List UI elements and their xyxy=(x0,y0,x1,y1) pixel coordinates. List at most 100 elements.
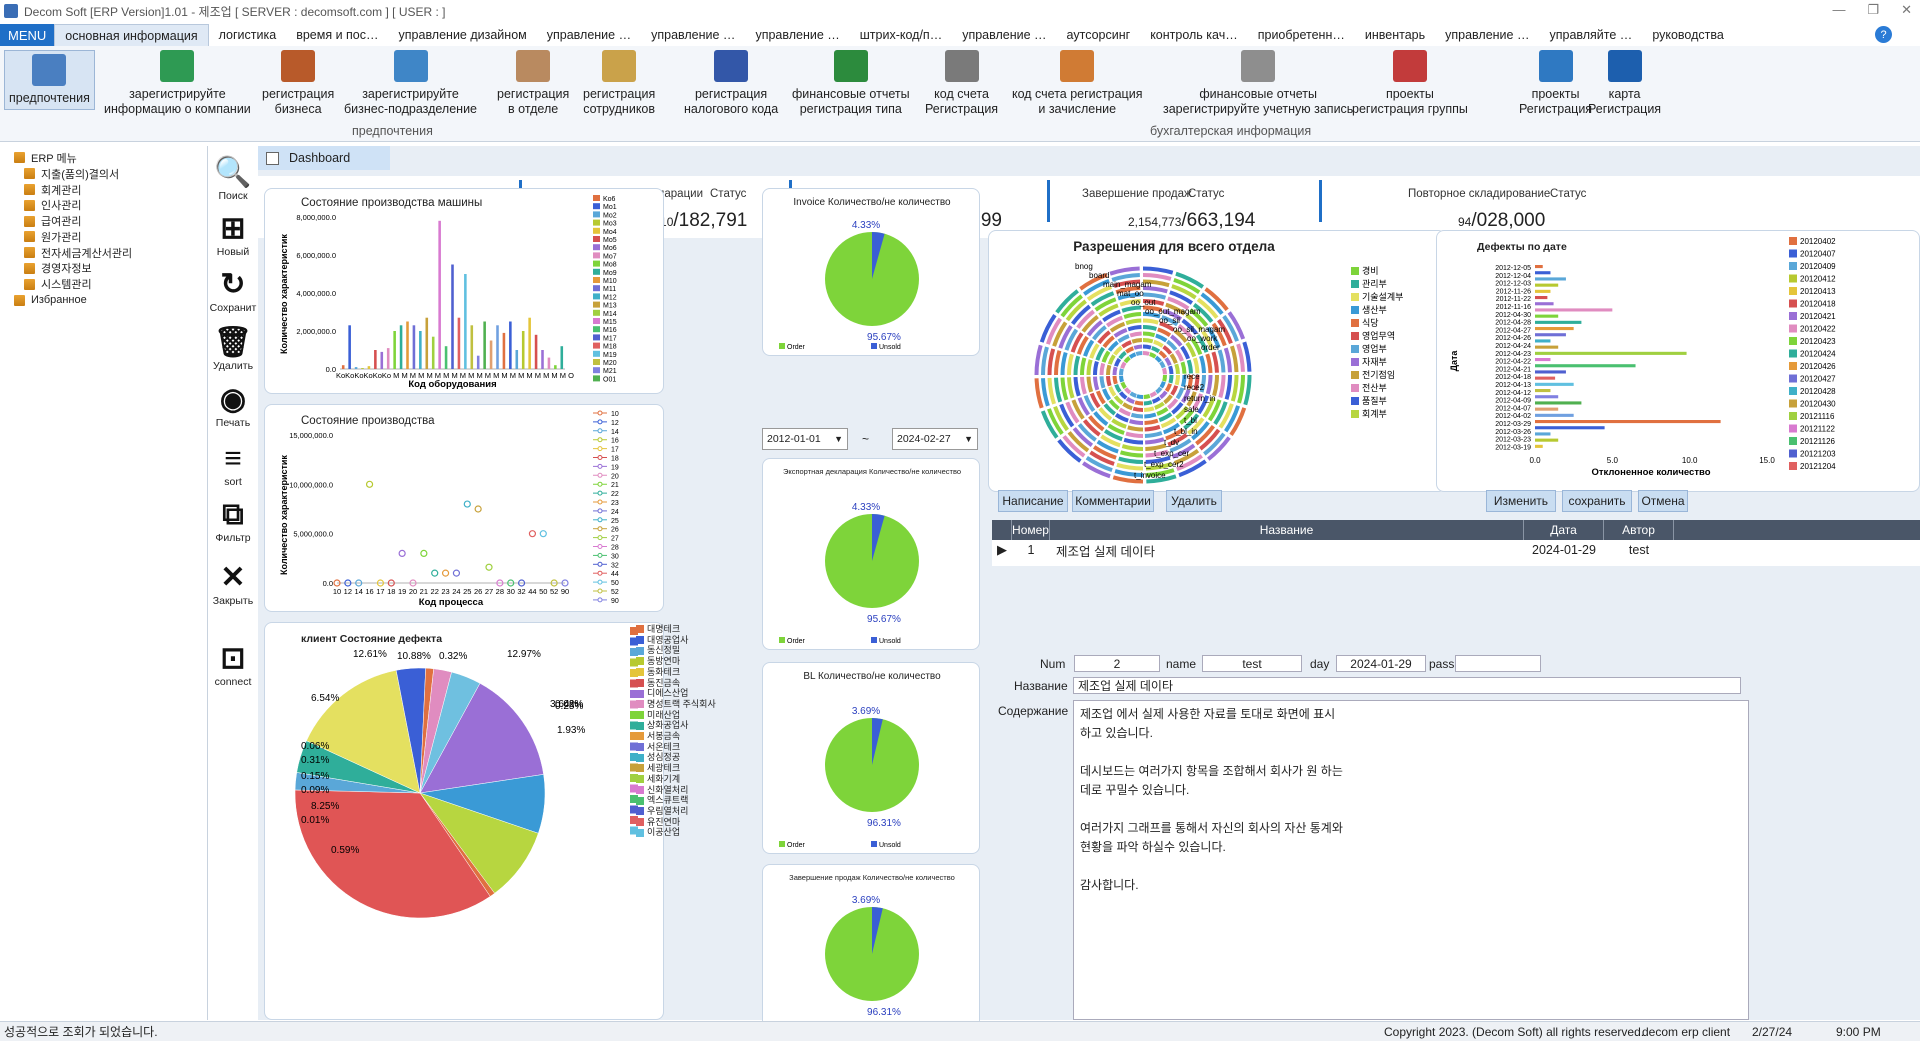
save-button[interactable]: сохранить xyxy=(1562,490,1632,512)
menu-tab-9[interactable]: аутсорсинг xyxy=(1066,28,1131,42)
permission-arc xyxy=(1204,287,1229,311)
toolbar-save[interactable]: ↻ Сохранит xyxy=(209,268,257,314)
menu-tab-5[interactable]: управление … xyxy=(651,28,736,42)
menu-tab-3[interactable]: управление дизайном xyxy=(398,28,527,42)
machine-bar xyxy=(412,325,416,369)
ribbon-button-1[interactable]: зарегистрируйте информацию о компании xyxy=(104,50,251,117)
table-row[interactable]: ▶ 1 제조업 실제 데이타 2024-01-29 test xyxy=(992,540,1920,562)
toolbar-filter[interactable]: ⧉ Фильтр xyxy=(215,498,251,544)
date-from-select[interactable]: 2012-01-01 ▼ xyxy=(762,428,848,450)
defect-bar xyxy=(1535,308,1613,312)
ribbon-button-10[interactable]: финансовые отчеты зарегистрируйте учетну… xyxy=(1163,50,1353,117)
menu-tab-2[interactable]: время и пос… xyxy=(296,28,379,42)
grid-col-header[interactable]: Номер xyxy=(1012,520,1050,540)
ribbon-button-2[interactable]: регистрация бизнеса xyxy=(262,50,334,117)
ribbon-button-4[interactable]: регистрация в отделе xyxy=(497,50,569,117)
permission-arc xyxy=(1191,393,1203,411)
grid-col-header[interactable]: Автор xyxy=(1604,520,1674,540)
num-field[interactable]: 2 xyxy=(1074,655,1160,672)
ribbon-button-11[interactable]: проекты регистрация группы xyxy=(1352,50,1468,117)
ribbon-button-9[interactable]: код счета регистрация и зачисление xyxy=(1012,50,1142,117)
menu-tab-13[interactable]: управление … xyxy=(1445,28,1530,42)
title-field[interactable]: 제조업 실제 데이타 xyxy=(1073,677,1741,694)
tree-node-0[interactable]: ERP 메뉴 xyxy=(14,150,132,166)
ribbon-button-3[interactable]: зарегистрируйте бизнес-подразделение xyxy=(344,50,477,117)
menu-tab-12[interactable]: инвентарь xyxy=(1364,28,1426,42)
comment-button[interactable]: Комментарии xyxy=(1072,490,1154,512)
defects-xlabel: Отклоненное количество xyxy=(1591,467,1710,478)
ribbon-button-5[interactable]: регистрация сотрудников xyxy=(583,50,655,117)
permission-legend-label: 기술설계부 xyxy=(1362,291,1403,302)
ribbon-button-13[interactable]: карта Регистрация xyxy=(1588,50,1661,117)
menu-tab-1[interactable]: логистика xyxy=(218,28,277,42)
tree-node-8[interactable]: 시스템관리 xyxy=(14,276,132,292)
menu-tab-10[interactable]: контроль кач… xyxy=(1150,28,1238,42)
permission-arc xyxy=(1088,415,1105,432)
machine-legend-label: M21 xyxy=(603,368,617,375)
toolbar-print[interactable]: ◉ Печать xyxy=(215,383,251,429)
tree-node-7[interactable]: 경영자정보 xyxy=(14,261,132,277)
toolbar-new[interactable]: ⊞ Новый xyxy=(216,212,250,258)
ribbon-button-8[interactable]: код счета Регистрация xyxy=(925,50,998,117)
minimize-icon[interactable]: — xyxy=(1832,2,1846,17)
menu-tab-4[interactable]: управление … xyxy=(546,28,632,42)
help-icon[interactable]: ? xyxy=(1875,26,1892,43)
grid-col-header[interactable]: Название xyxy=(1050,520,1524,540)
permission-arc xyxy=(1086,376,1094,393)
ribbon-button-7[interactable]: финансовые отчеты регистрация типа xyxy=(792,50,910,117)
toolbar-connect[interactable]: ⊡ connect xyxy=(214,642,252,688)
toolbar-delete[interactable]: 🗑 Удалить xyxy=(212,326,254,372)
tree-node-4[interactable]: 급여관리 xyxy=(14,213,132,229)
machine-xticks: KoKoKoKoKoKo M M M M M M M M M M M M M M… xyxy=(336,371,574,380)
tree-node-5[interactable]: 원가관리 xyxy=(14,229,132,245)
ribbon-button-6[interactable]: регистрация налогового кода xyxy=(684,50,778,117)
toolbar-search[interactable]: 🔍 Поиск xyxy=(214,156,252,202)
menu-tab-6[interactable]: управление … xyxy=(755,28,840,42)
ribbon-button-12[interactable]: проекты Регистрация xyxy=(1519,50,1592,117)
menu-tab-0[interactable]: основная информация xyxy=(54,24,209,46)
day-field[interactable]: 2024-01-29 xyxy=(1336,655,1426,672)
edit-button[interactable]: Изменить xyxy=(1486,490,1556,512)
write-button[interactable]: Написание xyxy=(998,490,1068,512)
permission-arc xyxy=(1077,423,1097,442)
close-window-icon[interactable]: ✕ xyxy=(1901,2,1912,17)
ribbon-button-0[interactable]: предпочтения xyxy=(4,50,95,110)
permission-arc xyxy=(1146,468,1175,477)
tree-node-3[interactable]: 인사관리 xyxy=(14,197,132,213)
menu-tab-8[interactable]: управление … xyxy=(962,28,1047,42)
menu-tab-7[interactable]: штрих-код/п… xyxy=(859,28,943,42)
permission-arc xyxy=(1111,418,1127,429)
pie-title: Завершение продаж Количество/не количест… xyxy=(789,873,955,882)
tab-dashboard[interactable]: Dashboard xyxy=(258,146,390,170)
toolbar-close[interactable]: ✕ Закрыть xyxy=(212,561,254,607)
permission-arc xyxy=(1165,427,1184,441)
permission-arc xyxy=(1224,374,1232,400)
tree-node-2[interactable]: 회계관리 xyxy=(14,182,132,198)
menu-tab-14[interactable]: управляйте … xyxy=(1549,28,1633,42)
grid-col-header[interactable]: Дата xyxy=(1524,520,1604,540)
permission-arc xyxy=(1106,364,1112,376)
menu-button[interactable]: MENU xyxy=(0,24,55,46)
permission-arc xyxy=(1142,351,1150,356)
permission-arc xyxy=(1199,374,1206,393)
tree-node-6[interactable]: 전자세금계산서관리 xyxy=(14,245,132,261)
tab-checkbox[interactable] xyxy=(266,151,279,165)
menu-tab-15[interactable]: руководства xyxy=(1652,28,1724,42)
tree-node-1[interactable]: 지출(품의)결의서 xyxy=(14,166,132,182)
permission-arc xyxy=(1193,374,1200,391)
cancel-button[interactable]: Отмена xyxy=(1638,490,1688,512)
menu-tab-11[interactable]: приобретенн… xyxy=(1257,28,1345,42)
permission-arc xyxy=(1153,339,1164,348)
content-textarea[interactable]: 제조업 에서 실제 사용한 자료를 토대로 화면에 표시 하고 있습니다. 데시… xyxy=(1073,700,1749,1020)
name-field[interactable]: test xyxy=(1202,655,1302,672)
toolbar-sort[interactable]: ≡ sort xyxy=(224,442,242,488)
permission-arc xyxy=(1158,350,1168,359)
pass-field[interactable] xyxy=(1455,655,1541,672)
delete-button[interactable]: Удалить xyxy=(1166,490,1222,512)
permission-arc xyxy=(1125,318,1142,326)
permission-arc xyxy=(1144,412,1157,419)
date-to-select[interactable]: 2024-02-27 ▼ xyxy=(892,428,978,450)
restore-icon[interactable]: ❐ xyxy=(1867,2,1880,17)
tree-node-9[interactable]: Избранное xyxy=(14,292,132,308)
permission-arc xyxy=(1201,330,1215,351)
